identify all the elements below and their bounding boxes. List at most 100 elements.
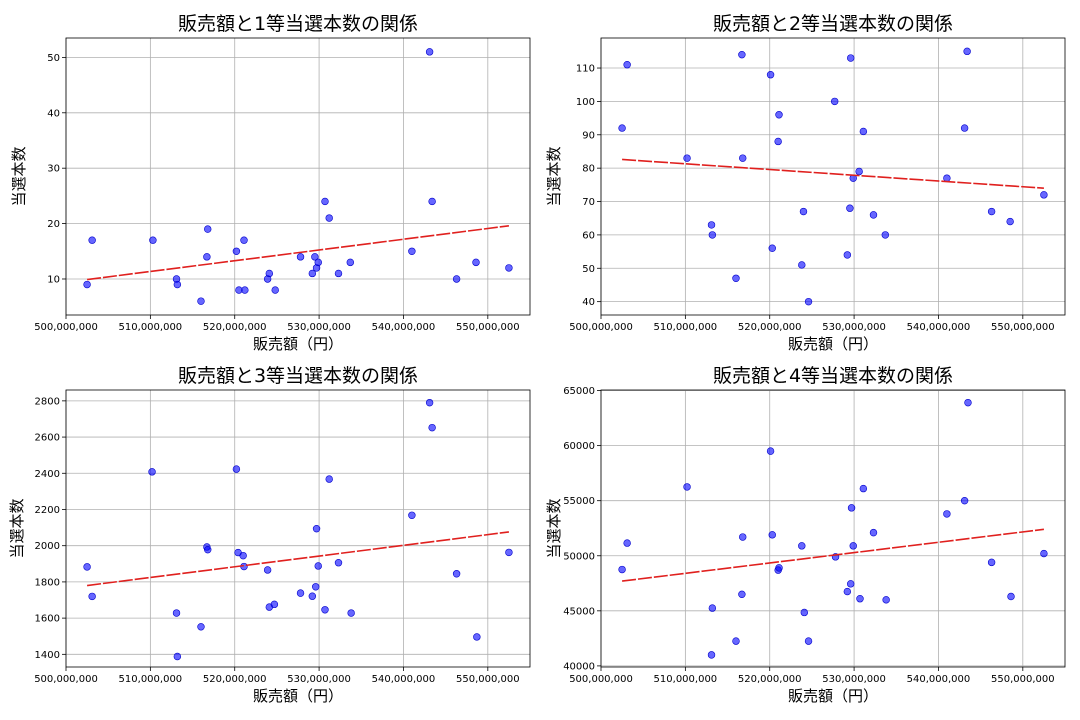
data-point	[425, 48, 434, 56]
data-point	[768, 531, 776, 539]
data-point	[846, 204, 854, 212]
data-point	[739, 154, 747, 162]
data-point	[428, 197, 436, 206]
y-tick-label: 100	[576, 97, 595, 108]
data-point	[869, 211, 878, 219]
data-point	[732, 274, 740, 282]
data-point	[943, 174, 951, 182]
data-point	[774, 137, 782, 146]
y-tick-label: 110	[576, 64, 595, 75]
y-axis-label: 当選本数	[8, 498, 26, 558]
data-point	[798, 542, 806, 550]
data-point	[239, 551, 247, 560]
data-point	[707, 221, 716, 229]
data-point	[425, 398, 434, 407]
x-tick-label: 520,000,000	[203, 674, 267, 685]
data-point	[325, 214, 333, 222]
data-point	[855, 167, 863, 176]
data-point	[197, 297, 205, 305]
data-point	[263, 566, 272, 574]
x-tick-label: 520,000,000	[203, 322, 267, 333]
chart-panel-3: 500,000,000 510,000,000 520,000,000 530,000…	[8, 365, 531, 705]
y-tick-label: 20	[47, 219, 60, 230]
y-tick-label: 10	[47, 274, 60, 285]
data-point	[1040, 191, 1048, 199]
y-tick-label: 1400	[35, 650, 60, 661]
data-point	[505, 264, 513, 272]
data-point	[618, 565, 626, 574]
x-tick-label: 510,000,000	[654, 322, 718, 333]
y-tick-label: 70	[582, 197, 595, 208]
chart-panel-4: 500,000,000 510,000,000 520,000,000 530,000…	[545, 365, 1066, 705]
data-point	[334, 269, 343, 278]
y-tick-label: 2200	[35, 505, 60, 516]
data-point	[408, 247, 416, 255]
y-tick-label: 50	[47, 53, 60, 64]
data-point	[623, 60, 631, 69]
data-point	[623, 539, 631, 547]
data-point	[739, 533, 747, 541]
x-axis-label: 販売額（円）	[788, 687, 878, 705]
data-point	[987, 207, 996, 216]
data-point	[88, 236, 96, 244]
data-point	[708, 604, 717, 612]
data-point	[964, 398, 972, 407]
data-point	[943, 510, 951, 518]
plot-frame	[65, 389, 531, 668]
trend-line	[86, 531, 510, 587]
x-tick-label: 510,000,000	[654, 674, 718, 685]
data-point	[296, 589, 305, 597]
data-point	[1007, 592, 1015, 601]
y-tick-label: 60000	[563, 441, 595, 452]
x-tick-label: 540,000,000	[907, 322, 971, 333]
data-point	[1040, 549, 1048, 558]
data-point	[83, 280, 91, 289]
chart-title: 販売額と2等当選本数の関係	[713, 13, 953, 35]
data-point	[172, 609, 181, 617]
x-tick-label: 510,000,000	[119, 674, 183, 685]
chart-title: 販売額と4等当選本数の関係	[713, 365, 953, 387]
data-point	[766, 447, 775, 455]
y-tick-label: 60	[582, 230, 595, 241]
data-point	[314, 258, 322, 267]
data-point	[707, 651, 716, 659]
data-point	[799, 207, 808, 216]
data-point	[847, 504, 856, 512]
y-axis-label: 当選本数	[10, 146, 28, 206]
x-tick-label: 530,000,000	[822, 674, 886, 685]
data-point	[334, 559, 343, 567]
chart-title: 販売額と1等当選本数の関係	[178, 13, 418, 35]
x-tick-label: 510,000,000	[119, 322, 183, 333]
data-point	[843, 587, 852, 596]
data-point	[738, 590, 746, 599]
y-axis-label: 当選本数	[545, 146, 563, 206]
x-tick-label: 550,000,000	[456, 674, 520, 685]
data-point	[347, 609, 355, 617]
data-point	[732, 637, 740, 645]
y-tick-label: 80	[582, 164, 595, 175]
data-point	[618, 124, 626, 132]
data-point	[847, 54, 855, 62]
y-tick-label: 40	[47, 108, 60, 119]
x-tick-label: 550,000,000	[991, 674, 1055, 685]
data-point	[804, 297, 813, 306]
data-point	[311, 253, 319, 261]
x-tick-label: 530,000,000	[822, 322, 886, 333]
data-point	[240, 236, 248, 244]
data-point	[452, 275, 461, 283]
data-point	[683, 154, 691, 162]
x-tick-label: 520,000,000	[738, 322, 802, 333]
data-point	[859, 127, 868, 136]
data-point	[847, 580, 855, 588]
y-tick-label: 45000	[563, 606, 595, 617]
x-axis-label: 販売額（円）	[253, 687, 343, 705]
data-point	[960, 124, 969, 132]
x-tick-label: 530,000,000	[287, 322, 351, 333]
data-point	[843, 251, 852, 259]
y-tick-label: 2600	[35, 433, 60, 444]
y-tick-label: 50000	[563, 551, 595, 562]
data-point	[869, 528, 878, 537]
data-point	[197, 623, 205, 631]
data-point	[314, 562, 322, 570]
y-tick-label: 55000	[563, 496, 595, 507]
